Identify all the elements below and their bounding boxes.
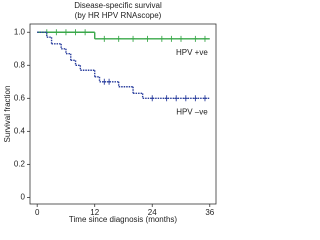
censor-mark: [63, 29, 68, 36]
censor-mark: [202, 95, 207, 102]
series-label: HPV –ve: [176, 107, 208, 116]
y-tick-label: 0.6: [14, 93, 26, 102]
censor-mark: [107, 78, 112, 85]
censor-mark: [116, 35, 121, 42]
y-tick-label: 0.4: [14, 126, 26, 135]
censor-mark: [54, 29, 59, 36]
censor-mark: [131, 35, 136, 42]
plot-frame: [29, 23, 217, 205]
x-tick-label: 24: [148, 208, 157, 217]
censor-mark: [83, 29, 88, 36]
y-tick-label: 1.0: [14, 27, 26, 36]
censor-mark: [73, 29, 78, 36]
y-tick-label: 0.8: [14, 60, 26, 69]
chart: Disease-specific survival (by HR HPV RNA…: [3, 1, 217, 224]
censor-mark: [179, 35, 184, 42]
censor-mark: [102, 78, 107, 85]
censor-mark: [174, 95, 179, 102]
censor-mark: [193, 95, 198, 102]
censor-mark: [183, 95, 188, 102]
series-label: HPV +ve: [176, 48, 208, 57]
censor-mark: [145, 35, 150, 42]
censor-mark: [164, 95, 169, 102]
chart-subtitle: (by HR HPV RNAscope): [75, 11, 162, 20]
x-axis-label: Time since diagnosis (months): [69, 215, 178, 224]
x-tick-label: 36: [205, 208, 214, 217]
x-tick-label: 12: [90, 208, 99, 217]
censor-mark: [159, 35, 164, 42]
y-axis-label: Survival fraction: [3, 86, 12, 143]
y-tick-label: 0: [21, 193, 26, 202]
censor-mark: [169, 35, 174, 42]
censor-mark: [150, 95, 155, 102]
censor-mark: [202, 35, 207, 42]
x-tick-label: 0: [35, 208, 40, 217]
chart-title: Disease-specific survival: [74, 1, 162, 10]
y-tick-label: 0.2: [14, 159, 26, 168]
censor-mark: [102, 35, 107, 42]
censor-mark: [193, 35, 198, 42]
